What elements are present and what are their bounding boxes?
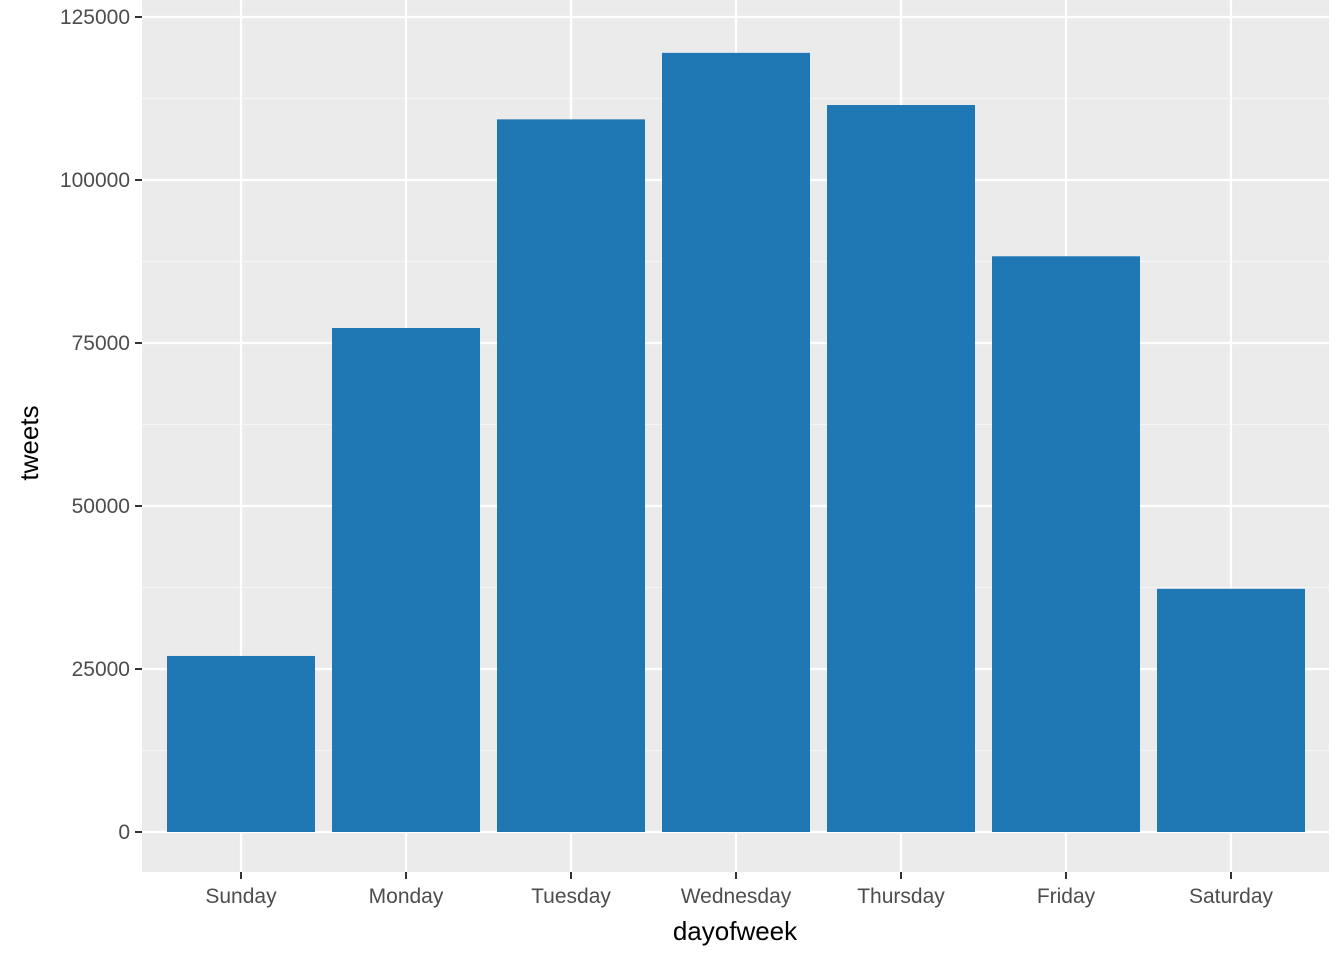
bar-wednesday	[662, 52, 810, 833]
y-tick-label: 75000	[72, 332, 130, 355]
x-axis-title: dayofweek	[673, 916, 798, 946]
y-axis-title: tweets	[14, 405, 44, 480]
bar-thursday	[827, 105, 975, 832]
x-axis: Sunday Monday Tuesday Wednesday Thursday Frid…	[205, 872, 1274, 908]
y-tick-label: 25000	[72, 658, 130, 681]
bar-monday	[332, 328, 480, 832]
x-tick-label: Monday	[369, 885, 444, 908]
x-tick-label: Friday	[1037, 885, 1096, 908]
y-tick-label: 100000	[60, 169, 130, 192]
bar-friday	[992, 256, 1140, 832]
y-tick-label: 50000	[72, 495, 130, 518]
bar-sunday	[167, 655, 315, 832]
bar-saturday	[1157, 588, 1305, 832]
y-tick-label: 125000	[60, 6, 130, 29]
y-tick-label: 0	[118, 821, 130, 844]
x-tick-label: Thursday	[857, 885, 945, 908]
bar-tuesday	[497, 119, 645, 832]
y-axis: 0 25000 50000 75000 100000 125000	[60, 6, 142, 844]
x-tick-label: Tuesday	[531, 885, 611, 908]
bars	[167, 52, 1305, 833]
x-tick-label: Sunday	[205, 885, 277, 908]
x-tick-label: Saturday	[1189, 885, 1274, 908]
x-tick-label: Wednesday	[681, 885, 792, 908]
